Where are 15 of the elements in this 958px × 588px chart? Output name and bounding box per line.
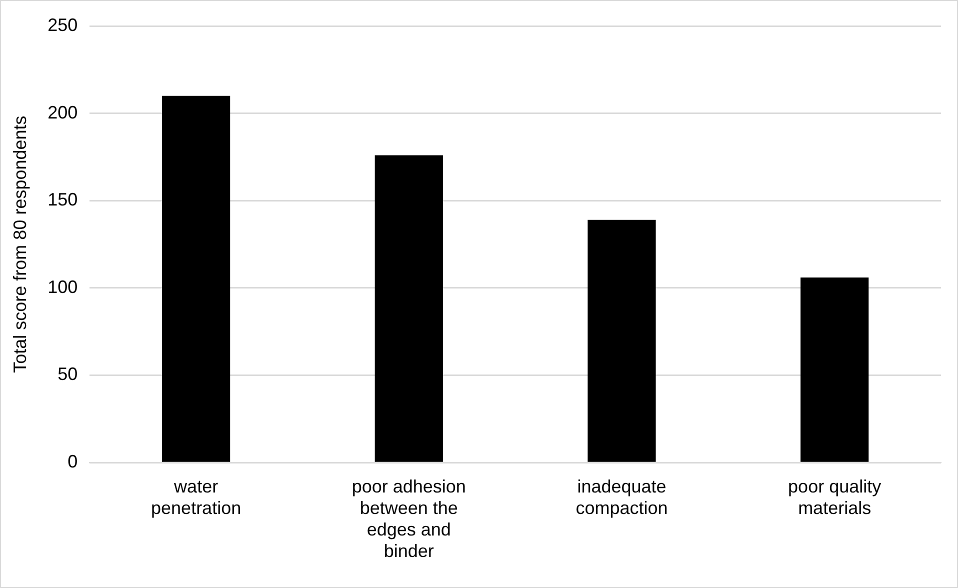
bar [374,155,443,462]
y-tick-label: 100 [48,276,78,297]
y-tick-label: 200 [48,102,78,122]
y-tick-label: 0 [68,452,78,472]
y-tick-label: 50 [58,364,78,384]
x-tick-label: inadequate compaction [576,476,668,518]
y-tick-label: 150 [48,190,78,210]
x-tick-label: water penetration [151,476,242,518]
bar [800,277,869,462]
x-tick-label: poor quality materials [788,476,882,518]
bar [162,96,230,462]
y-axis-title: Total score from 80 respondents [10,116,30,373]
y-tick-label: 250 [48,14,78,35]
x-tick-label: poor adhesion between the edges and binder [352,476,466,562]
bar [588,220,656,462]
